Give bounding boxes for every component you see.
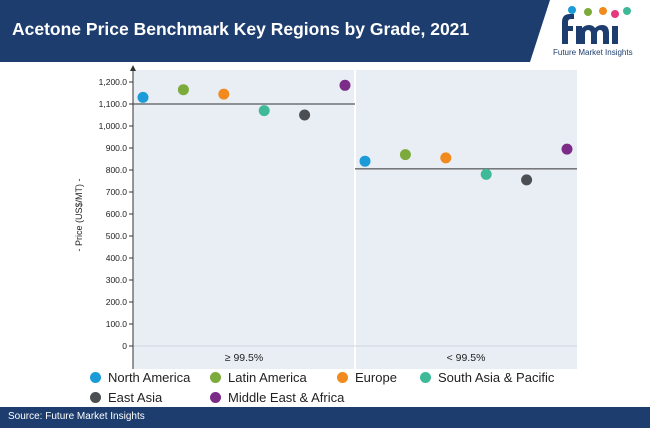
data-point (561, 143, 573, 155)
data-point (359, 155, 371, 167)
category-label: ≥ 99.5% (225, 352, 263, 364)
legend-label: Middle East & Africa (228, 390, 345, 405)
legend-swatch-icon (337, 372, 348, 383)
legend-item: Latin America (210, 370, 307, 385)
y-tick-label: 1,000.0 (99, 121, 128, 131)
y-tick-label: 200.0 (106, 297, 128, 307)
y-tick-label: 300.0 (106, 275, 128, 285)
data-point (339, 79, 351, 91)
y-tick-label: 500.0 (106, 231, 128, 241)
y-axis-label: - Price (US$/MT) - (74, 178, 84, 251)
y-tick-label: 600.0 (106, 209, 128, 219)
data-point (218, 88, 230, 100)
data-point (137, 91, 149, 103)
legend-label: North America (108, 370, 191, 385)
page-title: Acetone Price Benchmark Key Regions by G… (12, 19, 470, 39)
legend-label: Europe (355, 370, 397, 385)
legend-item: South Asia & Pacific (420, 370, 554, 385)
category-panel (133, 70, 355, 369)
legend-swatch-icon (210, 392, 221, 403)
legend-swatch-icon (90, 392, 101, 403)
y-tick-label: 1,200.0 (99, 77, 128, 87)
legend-label: Latin America (228, 370, 307, 385)
y-tick-label: 900.0 (106, 143, 128, 153)
data-point (258, 105, 270, 117)
legend-swatch-icon (90, 372, 101, 383)
y-tick-label: 700.0 (106, 187, 128, 197)
y-tick-label: 1,100.0 (99, 99, 128, 109)
data-point (299, 109, 311, 121)
logo (510, 0, 650, 62)
y-tick-label: 800.0 (106, 165, 128, 175)
legend-swatch-icon (420, 372, 431, 383)
legend-label: South Asia & Pacific (438, 370, 555, 385)
source-note: Source: Future Market Insights (8, 411, 145, 422)
fmi-logo-icon (510, 0, 650, 62)
legend-item: Europe (337, 370, 397, 385)
data-point (480, 168, 492, 180)
legend-item: Middle East & Africa (210, 390, 344, 405)
chart-legend: North America Latin America Europe South As… (90, 370, 610, 406)
y-axis-arrow-icon (130, 65, 136, 71)
y-tick-label: 0 (122, 341, 127, 351)
legend-label: East Asia (108, 390, 163, 405)
data-point (521, 174, 533, 186)
category-panel (355, 70, 577, 369)
logo-caption: Future Market Insights (553, 48, 633, 57)
data-point (440, 152, 452, 164)
legend-item: East Asia (90, 390, 162, 405)
footer-bar: Source: Future Market Insights (0, 407, 650, 428)
category-label: < 99.5% (447, 352, 486, 364)
y-tick-label: 100.0 (106, 319, 128, 329)
legend-item: North America (90, 370, 190, 385)
y-tick-label: 400.0 (106, 253, 128, 263)
legend-swatch-icon (210, 372, 221, 383)
data-point (177, 84, 189, 96)
data-point (399, 149, 411, 161)
